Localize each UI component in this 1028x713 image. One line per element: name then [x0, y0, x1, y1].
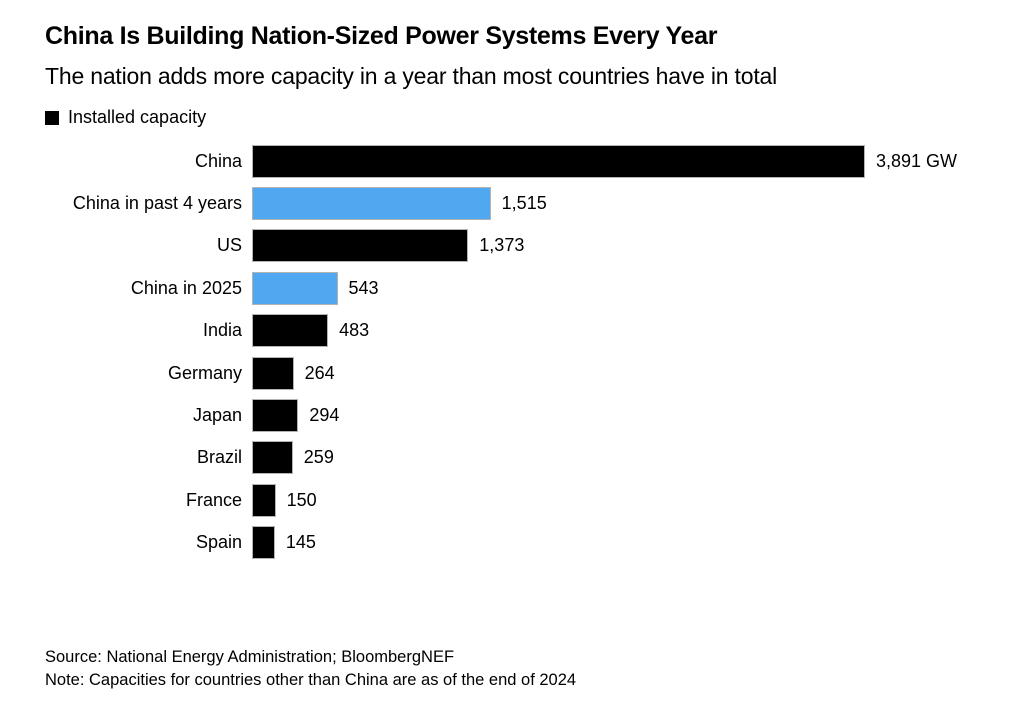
- chart-row: Japan 294: [45, 394, 1005, 436]
- bar-area: 150: [252, 479, 1005, 521]
- category-label: Brazil: [196, 447, 242, 468]
- chart-title: China Is Building Nation-Sized Power Sys…: [45, 22, 718, 50]
- category-label: China: [194, 150, 242, 171]
- category-label: US: [216, 235, 242, 256]
- bar: [252, 483, 276, 517]
- bar: [252, 144, 865, 178]
- bar: [252, 356, 294, 390]
- bar-area: 259: [252, 437, 1005, 479]
- chart-row: China in 2025 543: [45, 267, 1005, 309]
- bar-area: 1,373: [252, 225, 1005, 267]
- chart-row: China in past 4 years 1,515: [45, 182, 1005, 224]
- category-label: Spain: [195, 532, 242, 553]
- bar: [252, 399, 299, 433]
- chart-row: Brazil 259: [45, 437, 1005, 479]
- legend: Installed capacity: [45, 107, 206, 128]
- value-label: 1,373: [479, 235, 525, 256]
- value-label: 1,515: [501, 193, 547, 214]
- bar-area: 1,515: [252, 182, 1005, 224]
- bar-area: 294: [252, 394, 1005, 436]
- chart-row: US 1,373: [45, 225, 1005, 267]
- category-label: India: [202, 320, 242, 341]
- chart-subtitle: The nation adds more capacity in a year …: [45, 63, 778, 89]
- category-label: China in 2025: [130, 277, 242, 298]
- value-label: 264: [304, 362, 335, 383]
- bar: [252, 271, 338, 305]
- chart-row: Germany 264: [45, 352, 1005, 394]
- chart-row: India 483: [45, 310, 1005, 352]
- chart-row: Spain 145: [45, 522, 1005, 564]
- legend-label: Installed capacity: [68, 107, 207, 127]
- bar: [252, 187, 491, 221]
- chart-row: China 3,891 GW: [45, 140, 1005, 182]
- value-label: 3,891 GW: [876, 150, 958, 171]
- category-label: Germany: [167, 362, 242, 383]
- value-label: 543: [348, 277, 379, 298]
- category-label: Japan: [192, 405, 242, 426]
- value-label: 145: [285, 532, 316, 553]
- bar-area: 264: [252, 352, 1005, 394]
- bar-chart: China 3,891 GW China in past 4 years 1,5…: [45, 140, 1005, 564]
- value-label: 150: [286, 489, 317, 510]
- category-label: France: [185, 489, 242, 510]
- note-line: Note: Capacities for countries other tha…: [45, 670, 577, 689]
- bar: [252, 314, 329, 348]
- bar-area: 543: [252, 267, 1005, 309]
- bar: [252, 229, 469, 263]
- bar: [252, 441, 293, 475]
- value-label: 483: [339, 320, 370, 341]
- bar-area: 483: [252, 310, 1005, 352]
- footer: Source: National Energy Administration; …: [45, 646, 576, 691]
- bar-area: 145: [252, 522, 1005, 564]
- legend-swatch-icon: [45, 110, 59, 125]
- category-label: China in past 4 years: [72, 193, 242, 214]
- value-label: 259: [303, 447, 334, 468]
- value-label: 294: [309, 405, 340, 426]
- source-line: Source: National Energy Administration; …: [45, 648, 455, 666]
- bar-area: 3,891 GW: [252, 140, 1005, 182]
- bar: [252, 526, 275, 560]
- chart-row: France 150: [45, 479, 1005, 521]
